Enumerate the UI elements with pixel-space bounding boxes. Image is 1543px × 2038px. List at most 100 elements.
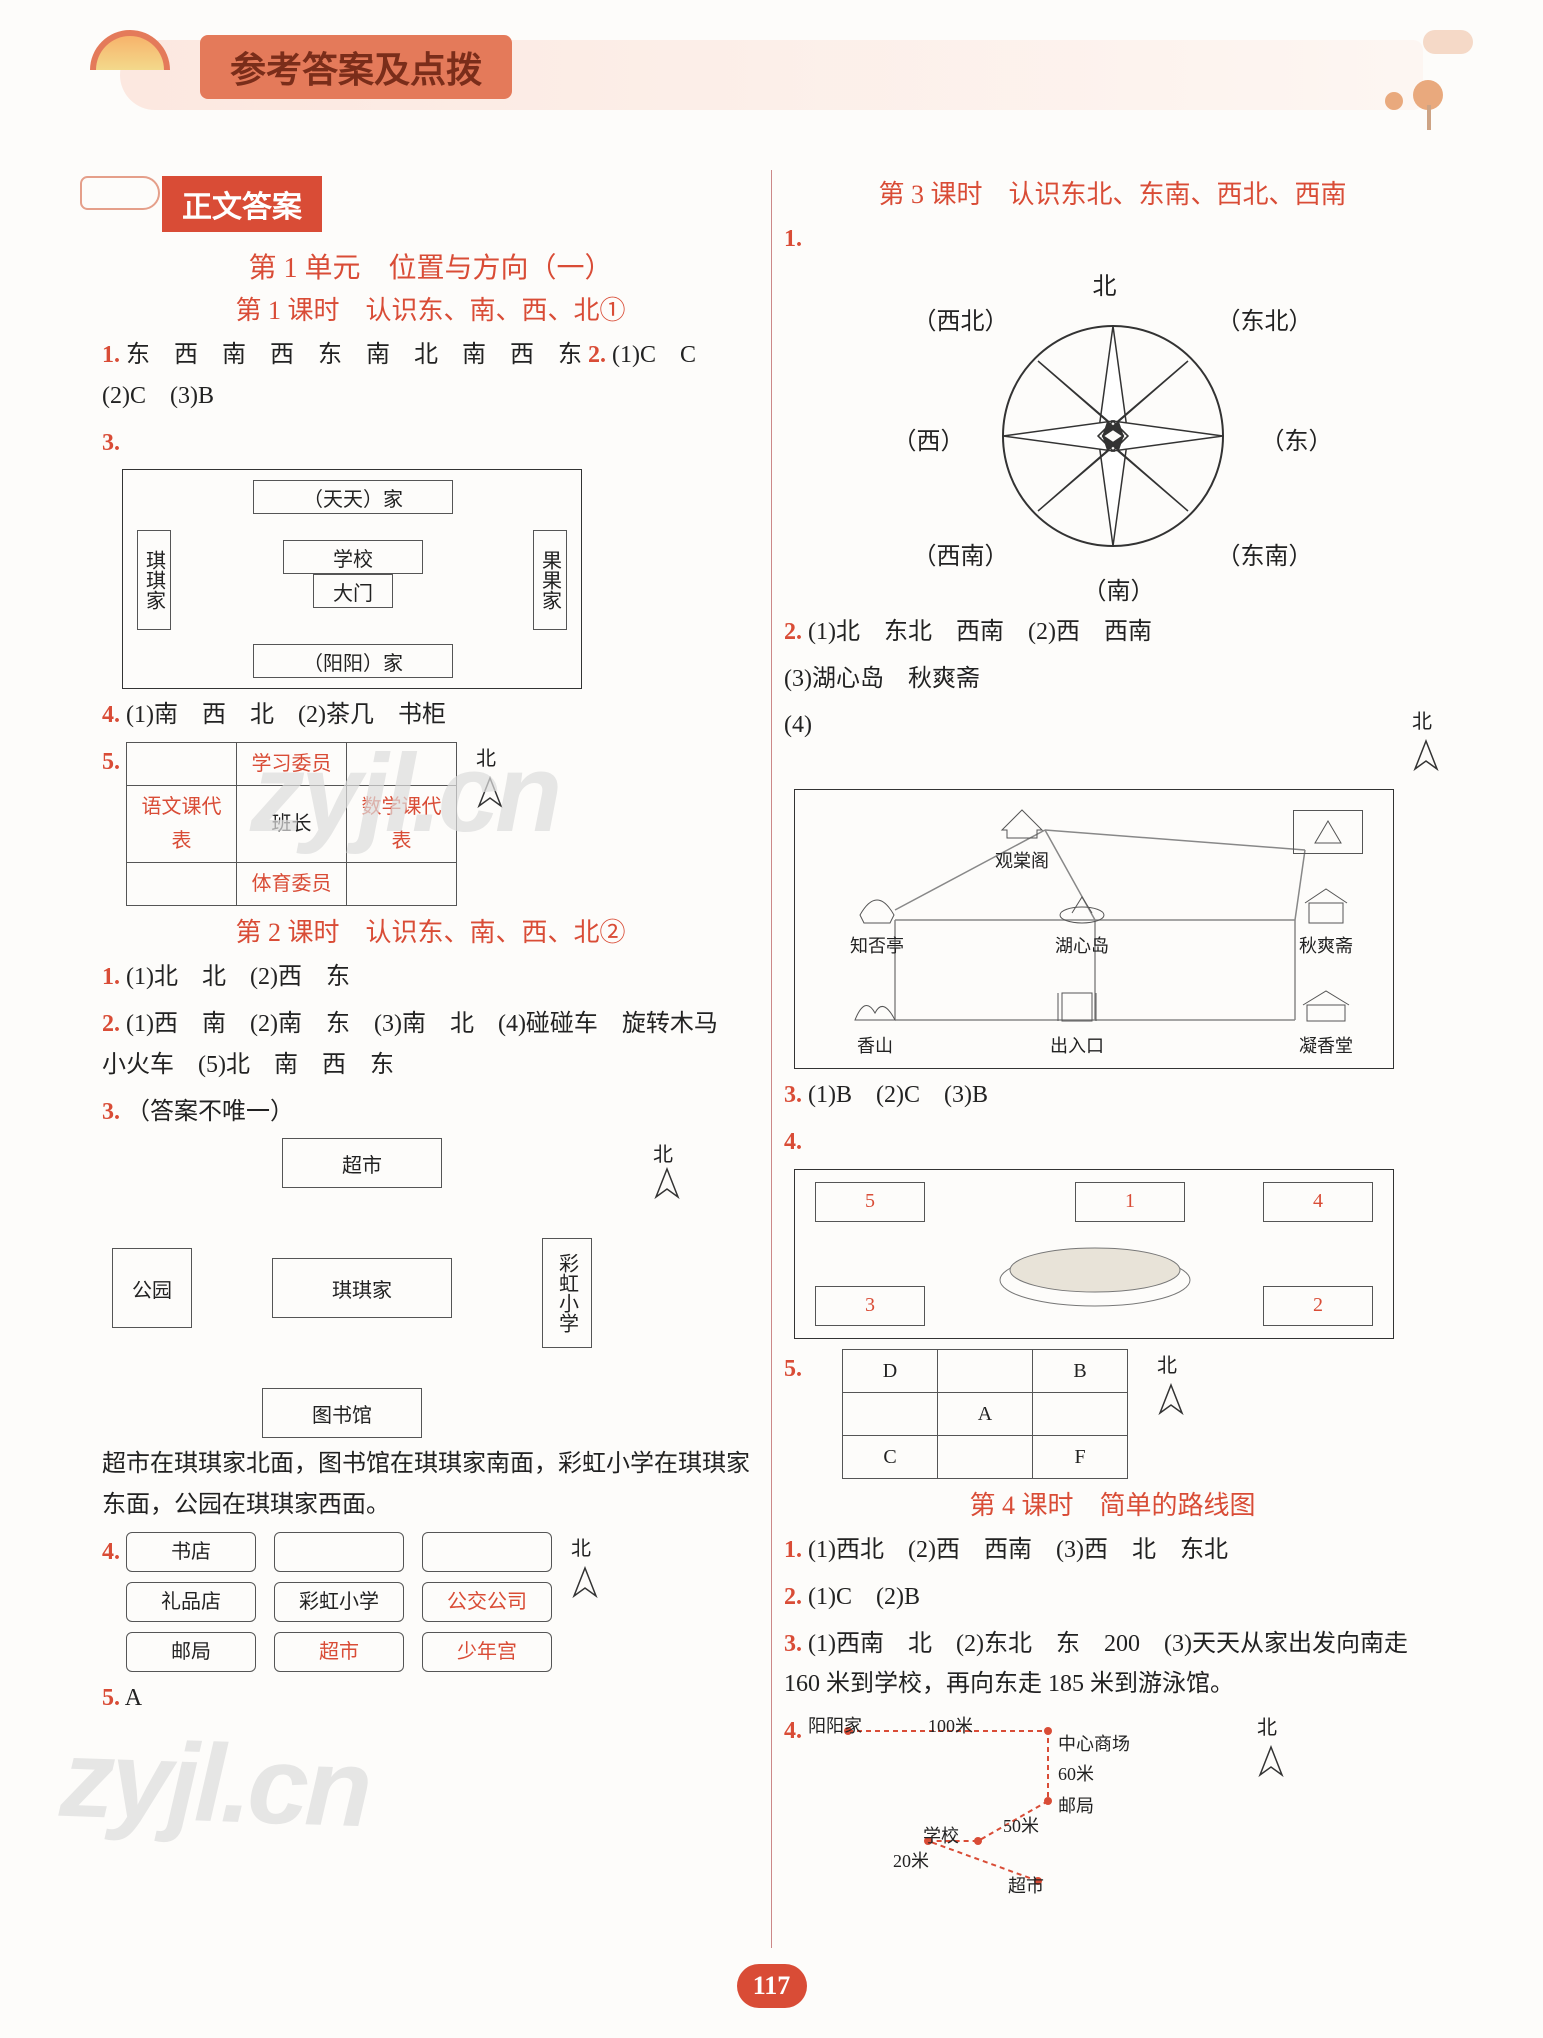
map-node: 出入口	[1050, 985, 1104, 1058]
l4-q3: 3. (1)西南 北 (2)东北 东 200 (3)天天从家出发向南走 160 …	[784, 1624, 1441, 1706]
answer-text: (1)北 东北 西南 (2)西 西南	[808, 619, 1152, 645]
l3-q4: 4.	[784, 1122, 1441, 1163]
cell: 2	[1263, 1286, 1373, 1326]
box-right: 彩虹小学	[542, 1238, 592, 1348]
l2-grid4: 书店 礼品店 彩虹小学 公交公司 邮局 超市 少年宫	[126, 1532, 552, 1672]
page-content: 正文答案 第 1 单元 位置与方向（一） 第 1 课时 认识东、南、西、北① 1…	[90, 170, 1453, 1948]
qnum: 1.	[784, 226, 802, 252]
map-node	[1293, 810, 1363, 854]
page-number: 117	[737, 1964, 807, 2008]
map-node: 知否亭	[850, 885, 904, 958]
island-icon	[1057, 885, 1107, 925]
compass-nw: （西北）	[913, 301, 1009, 336]
l3-q2c: (4) 北	[784, 705, 1441, 783]
route-label: 邮局	[1058, 1791, 1094, 1822]
compass-w: （西）	[893, 421, 965, 456]
north-indicator: 北	[1148, 1349, 1186, 1427]
cell: C	[843, 1435, 938, 1478]
l3-grid4: 5 1 4 3 2	[794, 1169, 1394, 1339]
qnum: 2.	[784, 1584, 802, 1610]
cell: B	[1033, 1349, 1128, 1392]
hall-icon	[1301, 985, 1351, 1025]
route-label: 100米	[928, 1711, 973, 1742]
route-label: 中心商场	[1058, 1729, 1130, 1760]
cell: 语文课代表	[127, 786, 237, 863]
north-label: 北	[644, 1138, 682, 1167]
cell-top: （天天）家	[253, 480, 453, 514]
route-label: 50米	[1003, 1811, 1039, 1842]
l1-diagram3: （天天）家 琪琪家 学校 大门 果果家 （阳阳）家	[122, 469, 582, 689]
answer-text: (1)西北 (2)西 西南 (3)西 北 东北	[808, 1537, 1228, 1563]
flowerbed-icon	[995, 1230, 1195, 1310]
compass-e: （东）	[1261, 421, 1333, 456]
cell: D	[843, 1349, 938, 1392]
cell: 彩虹小学	[274, 1582, 404, 1622]
map-label: 凝香堂	[1299, 1032, 1353, 1058]
cell	[422, 1532, 552, 1572]
qnum: 4.	[784, 1711, 802, 1752]
lesson2-title: 第 2 课时 认识东、南、西、北②	[102, 912, 759, 949]
answer-text: (1)B (2)C (3)B	[808, 1082, 988, 1108]
l1-q4: 4. (1)南 西 北 (2)茶几 书柜	[102, 695, 759, 736]
map-node: 秋爽斋	[1299, 885, 1353, 958]
qnum: 3.	[102, 1099, 120, 1125]
route-label: 60米	[1058, 1759, 1094, 1790]
lesson1-title: 第 1 课时 认识东、南、西、北①	[102, 290, 759, 327]
cell: 体育委员	[237, 863, 347, 906]
gate-icon	[1052, 985, 1102, 1025]
cell: 书店	[126, 1532, 256, 1572]
cell-center-top: 学校	[283, 540, 423, 574]
answer-text: (1)南 西 北 (2)茶几 书柜	[126, 702, 446, 728]
l3-q2b: (3)湖心岛 秋爽斋	[784, 659, 1441, 700]
qnum: 3.	[784, 1082, 802, 1108]
compass-diagram: 北 （南） （东） （西） （东北） （西北） （东南） （西南）	[893, 266, 1333, 606]
qnum: 1.	[784, 1537, 802, 1563]
qnum: 1.	[102, 342, 120, 368]
cell: 数学课代表	[347, 786, 457, 863]
box-left: 公园	[112, 1248, 192, 1328]
qnum: 4.	[784, 1129, 802, 1155]
compass-s: （南）	[1083, 571, 1155, 606]
north-arrow-icon	[1411, 739, 1441, 783]
cell: 少年宫	[422, 1632, 552, 1672]
qnum: 5.	[102, 742, 120, 783]
north-label: 北	[1248, 1711, 1286, 1745]
answer-text: (1)西 南 (2)南 东 (3)南 北 (4)碰碰车 旋转木马 小火车 (5)…	[102, 1011, 742, 1078]
rainbow-icon	[90, 30, 170, 70]
north-indicator: 北	[1248, 1711, 1286, 1789]
compass-se: （东南）	[1217, 536, 1313, 571]
l2-desc: 超市在琪琪家北面，图书馆在琪琪家南面，彩虹小学在琪琪家东面，公园在琪琪家西面。	[102, 1444, 759, 1526]
qnum: 5.	[102, 1685, 120, 1711]
map-label: 湖心岛	[1055, 932, 1109, 958]
cell: A	[938, 1392, 1033, 1435]
north-label: 北	[1403, 705, 1441, 739]
l2-q4: 4. 书店 礼品店 彩虹小学 公交公司 邮局 超市 少年宫 北	[102, 1532, 759, 1672]
box-top: 超市	[282, 1138, 442, 1188]
compass-ne: （东北）	[1217, 301, 1313, 336]
left-column: 正文答案 第 1 单元 位置与方向（一） 第 1 课时 认识东、南、西、北① 1…	[90, 170, 772, 1948]
answer-text: (4)	[784, 705, 812, 783]
l3-grid5: D B A C F	[842, 1349, 1128, 1479]
cell: 1	[1075, 1182, 1185, 1222]
l1-q3: 3.	[102, 423, 759, 464]
l2-diagram3: 超市 公园 琪琪家 彩虹小学 图书馆 北	[102, 1138, 682, 1438]
cell: 公交公司	[422, 1582, 552, 1622]
cell-bottom: （阳阳）家	[253, 644, 453, 678]
north-indicator: 北	[1403, 705, 1441, 783]
cell: F	[1033, 1435, 1128, 1478]
answer-text: 东 西 南 西 东 南 北 南 西 东	[126, 342, 582, 368]
map-node: 香山	[850, 985, 900, 1058]
north-arrow-icon	[570, 1566, 600, 1610]
answer-text: A	[125, 1685, 142, 1711]
l1-q1: 1. 东 西 南 西 东 南 北 南 西 东 2. (1)C C (2)C (3…	[102, 335, 759, 417]
cell	[274, 1532, 404, 1572]
north-indicator: 北	[562, 1532, 600, 1610]
lesson4-title: 第 4 课时 简单的路线图	[784, 1485, 1441, 1522]
route-label: 超市	[1008, 1871, 1044, 1902]
cell: 学习委员	[237, 743, 347, 786]
qnum: 5.	[784, 1349, 802, 1390]
compass-sw: （西南）	[913, 536, 1009, 571]
map-label: 知否亭	[850, 932, 904, 958]
pavilion-icon	[852, 885, 902, 925]
cell: 班长	[237, 786, 347, 863]
